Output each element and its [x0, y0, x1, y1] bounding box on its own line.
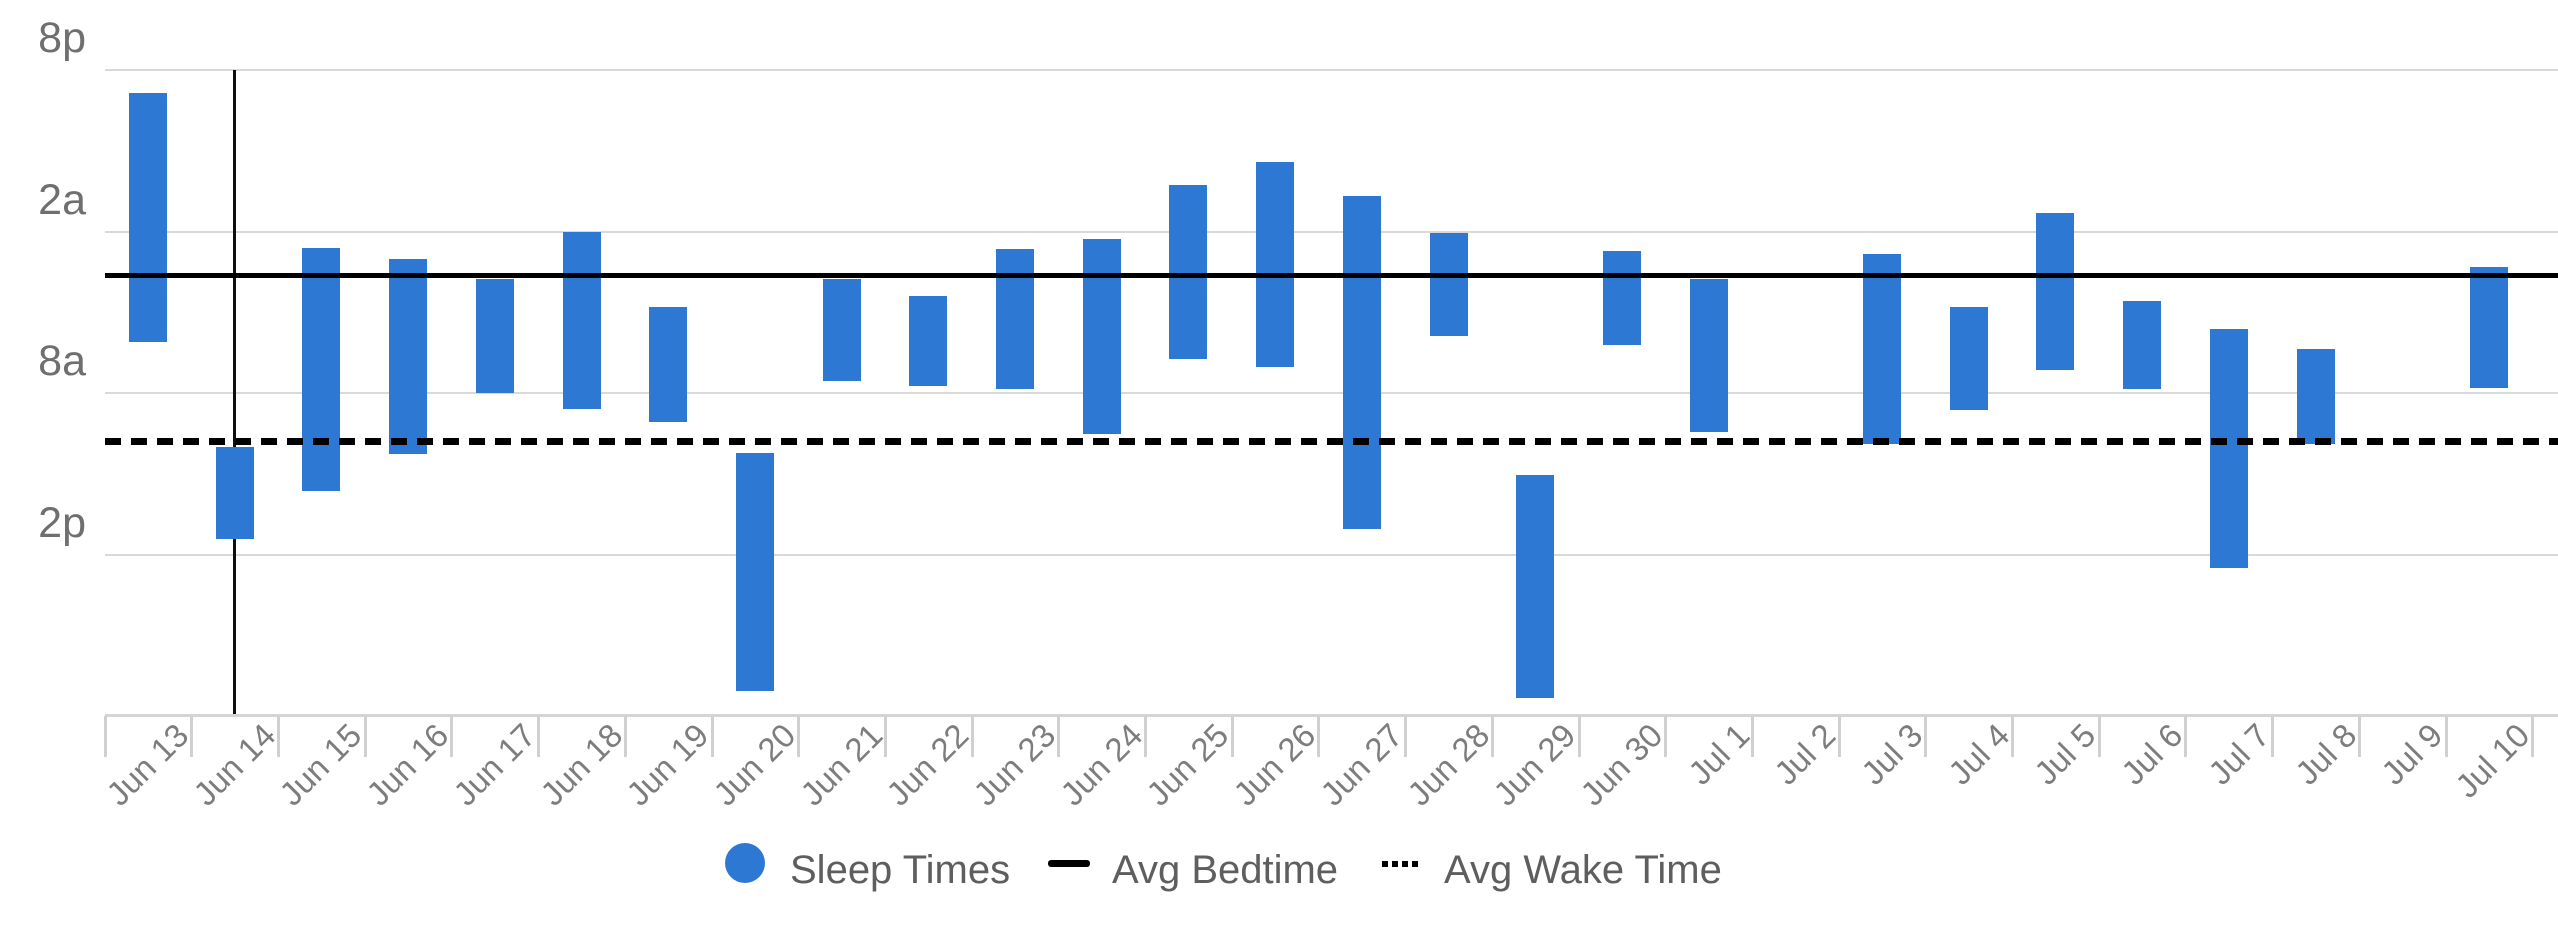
x-axis-tick: [450, 716, 454, 757]
legend-label-sleep-times: Sleep Times: [790, 848, 1011, 892]
x-axis-tick: [1230, 716, 1234, 757]
sleep-bar[interactable]: [2469, 267, 2508, 389]
x-axis-tick: [1317, 716, 1321, 757]
avg-wake-time-line: [105, 437, 2558, 445]
x-axis-tick: [1664, 716, 1668, 757]
sleep-bar[interactable]: [389, 258, 428, 455]
sleep-bar[interactable]: [1429, 233, 1468, 337]
x-axis-tick: [2444, 716, 2448, 757]
sleep-bar[interactable]: [909, 296, 948, 386]
y-gridline: [105, 69, 2558, 71]
sleep-bar[interactable]: [2209, 329, 2248, 568]
selected-day-marker-line: [233, 70, 237, 714]
x-axis-tick: [103, 716, 107, 757]
x-axis-tick: [2357, 716, 2361, 757]
x-axis-tick: [797, 716, 801, 757]
avg-bedtime-legend-icon: [1048, 860, 1090, 867]
y-axis-label: 8a: [38, 337, 86, 386]
sleep-bar[interactable]: [1169, 185, 1208, 360]
y-gridline: [105, 230, 2558, 233]
sleep-bar[interactable]: [2123, 300, 2162, 390]
x-axis-tick: [710, 716, 714, 757]
legend-label-avg-wake-time: Avg Wake Time: [1444, 848, 1722, 892]
y-axis-label: 2p: [38, 498, 86, 547]
x-axis-tick: [1057, 716, 1061, 757]
y-axis-label: 2a: [38, 175, 86, 224]
sleep-bar[interactable]: [822, 278, 861, 381]
x-axis-tick: [1490, 716, 1494, 757]
sleep-bar[interactable]: [1082, 238, 1121, 434]
x-axis-tick: [2531, 716, 2535, 757]
sleep-bar[interactable]: [2036, 213, 2075, 370]
x-axis-tick: [2011, 716, 2015, 757]
sleep-bar[interactable]: [1516, 474, 1555, 698]
sleep-bar[interactable]: [735, 453, 774, 691]
sleep-bar[interactable]: [1949, 306, 1988, 411]
x-axis-tick: [1144, 716, 1148, 757]
x-axis-tick: [1750, 716, 1754, 757]
x-axis-tick: [1577, 716, 1581, 757]
sleep-times-legend-icon: [725, 843, 765, 883]
sleep-bar[interactable]: [649, 306, 688, 423]
sleep-bar[interactable]: [129, 92, 167, 342]
sleep-bar[interactable]: [475, 278, 514, 393]
x-axis-tick: [623, 716, 627, 757]
x-axis-tick: [363, 716, 367, 757]
x-axis-tick: [537, 716, 541, 757]
x-axis-tick: [1404, 716, 1408, 757]
x-axis-tick: [883, 716, 887, 757]
sleep-bar[interactable]: [1256, 161, 1295, 368]
avg-wake-legend-icon: [1382, 861, 1422, 867]
sleep-bar[interactable]: [996, 249, 1034, 390]
x-axis-tick: [1837, 716, 1841, 757]
sleep-bar[interactable]: [1689, 278, 1728, 432]
x-axis-tick: [2097, 716, 2101, 757]
y-gridline: [105, 553, 2558, 556]
sleep-bar[interactable]: [1863, 253, 1901, 444]
sleep-bar[interactable]: [2296, 348, 2335, 444]
x-axis-tick: [2271, 716, 2275, 757]
y-gridline: [105, 392, 2558, 395]
legend-label-avg-bedtime: Avg Bedtime: [1112, 848, 1339, 892]
sleep-bar[interactable]: [1602, 251, 1641, 346]
x-axis-baseline: [105, 714, 2558, 717]
x-axis-tick: [277, 716, 281, 757]
x-axis-tick: [970, 716, 974, 757]
sleep-bar[interactable]: [215, 447, 254, 540]
sleep-bar[interactable]: [302, 247, 341, 492]
sleep-bar[interactable]: [1342, 196, 1381, 529]
y-axis-label: 8p: [38, 14, 86, 62]
x-axis-tick: [190, 716, 194, 757]
sleep-bar[interactable]: [562, 231, 601, 409]
avg-bedtime-line: [105, 273, 2558, 279]
x-axis-tick: [1924, 716, 1928, 757]
x-axis-tick: [2184, 716, 2188, 757]
